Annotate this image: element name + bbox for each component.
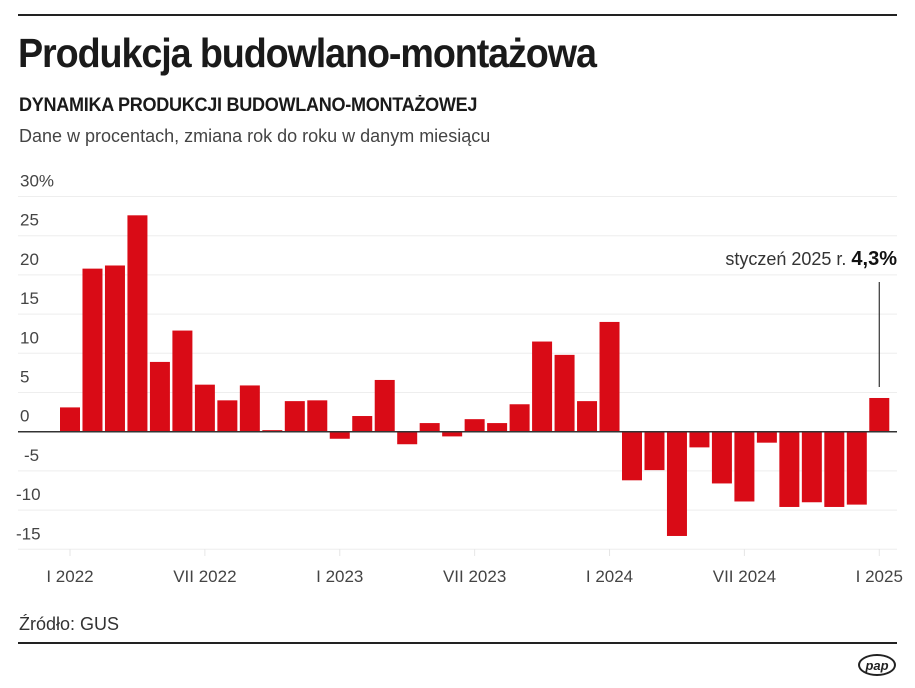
bar-chart: 30% 25 20 15 10 5 0 -5 -10 -15 I 2022 VII 2022 I 202… [16,172,903,587]
bar-2022-02 [82,268,103,432]
bar-2024-04 [666,431,687,536]
page-title: Produkcja budowlano-montażowa [18,30,597,76]
bar-2023-09 [509,404,530,432]
pap-logo: pap [858,654,896,676]
annotation-value: 4,3% [851,248,897,270]
bar-2023-08 [487,423,508,432]
bar-2024-11 [824,431,845,507]
bottom-rule [18,642,897,644]
bar-2022-04 [127,215,148,432]
bar-2024-02 [622,431,642,481]
bar-2023-05 [419,423,440,432]
bar-2022-12 [307,400,328,432]
x-tick-label: I 2023 [316,567,363,586]
bar-2022-08 [217,400,238,432]
bar-2024-01 [599,321,620,432]
x-tick-label: VII 2023 [443,567,506,586]
y-tick-label: -15 [16,524,41,543]
bar-2024-10 [801,431,822,503]
source-note: Źródło: GUS [19,614,120,634]
x-tick-label: VII 2022 [173,567,236,586]
bar-2024-12 [846,431,867,505]
bar-2022-01 [60,407,80,432]
x-tick-label: I 2025 [856,567,903,586]
bar-2025-01 [869,397,890,432]
bar-2022-10 [262,430,283,432]
x-tick-label: I 2024 [586,567,633,586]
y-tick-label: -10 [16,485,41,504]
annotation-date: styczeń 2025 r. [725,249,851,269]
bar-2023-04 [397,431,418,445]
bar-2023-02 [352,416,373,432]
y-tick-label: -5 [24,446,39,465]
bar-2023-12 [577,401,598,432]
bar-2024-03 [644,431,665,471]
bar-2022-11 [284,401,305,432]
bar-2022-06 [172,330,193,432]
top-rule [18,14,897,16]
y-tick-label: 15 [20,289,39,308]
bar-2024-08 [756,431,777,443]
bar-2023-10 [532,341,553,432]
bar-2022-05 [149,361,170,432]
bar-2022-03 [104,265,125,432]
bar-2023-01 [329,431,350,439]
y-tick-label: 0 [20,407,29,426]
bar-2023-11 [554,354,575,432]
x-tick-label: VII 2024 [713,567,776,586]
bar-2022-09 [239,385,260,432]
bar-2023-06 [442,431,463,437]
bar-2023-03 [374,379,395,432]
bar-2024-06 [711,431,732,484]
y-tick-label: 10 [20,328,39,347]
annotation-label: styczeń 2025 r. 4,3% [725,248,897,270]
y-tick-label: 25 [20,211,39,230]
bar-2024-09 [779,431,800,507]
chart-subtitle: DYNAMIKA PRODUKCJI BUDOWLANO-MONTAŻOWEJ [19,95,478,116]
bar-2024-07 [734,431,755,502]
x-tick-label: I 2022 [46,567,93,586]
y-tick-label: 30% [20,172,54,191]
y-tick-label: 20 [20,250,39,269]
bar-2024-05 [689,431,710,448]
bar-2022-07 [194,384,215,432]
y-tick-label: 5 [20,368,29,387]
bar-2023-07 [464,419,485,432]
chart-description: Dane w procentach, zmiana rok do roku w … [19,126,491,146]
